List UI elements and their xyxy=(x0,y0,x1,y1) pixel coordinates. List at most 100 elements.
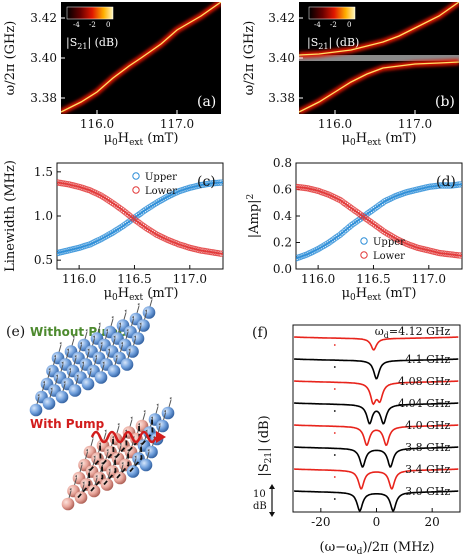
trace-line xyxy=(294,490,459,512)
data-point xyxy=(151,230,158,237)
trace-line xyxy=(294,402,459,425)
spin-arrow-head xyxy=(56,374,58,378)
panel-b-cb-tick: -2 xyxy=(330,21,337,29)
panel-b-colorbar xyxy=(308,6,356,20)
panel-c-xlabel: μ0Hext (mT) xyxy=(104,286,179,303)
y-tick-label: 3.40 xyxy=(30,51,57,65)
spin-arrow-head xyxy=(80,342,82,345)
legend-upper-label: Upper xyxy=(373,237,405,248)
data-point xyxy=(98,235,105,243)
panel-b-ylabel: ω/2π (GHz) xyxy=(242,21,257,96)
panel-f-trace-labels: ωd=4.12 GHz 4.1 GHz 4.08 GHz 4.04 GHz 4.0 GH… xyxy=(375,325,451,498)
trace-line xyxy=(294,446,459,468)
spin-arrow xyxy=(94,357,97,366)
spin-arrow-head xyxy=(119,322,121,326)
panel-b-heat xyxy=(299,2,459,114)
trace-dot xyxy=(333,432,336,434)
spin-arrow-head xyxy=(48,368,51,371)
spin-arrow xyxy=(81,484,85,492)
spin-arrow xyxy=(116,425,120,434)
panel-c-letter: (c) xyxy=(197,174,216,190)
spin-arrow xyxy=(68,370,71,379)
spin-arrow xyxy=(103,432,107,440)
data-point xyxy=(153,199,160,206)
spin-arrow-head xyxy=(134,455,137,459)
excitation-path xyxy=(103,432,128,486)
x-tick-label: 116.5 xyxy=(356,272,390,286)
spin-arrow xyxy=(62,383,66,392)
legend-lower-marker xyxy=(360,251,368,259)
with-pump-label: With Pump xyxy=(30,417,105,431)
panel-e-letter: (e) xyxy=(6,324,25,340)
spin-arrow-head xyxy=(75,475,77,478)
spin-arrow-head xyxy=(98,322,101,326)
trace-label: 3.4 GHz xyxy=(405,463,450,476)
x-tick-label: -20 xyxy=(311,515,330,529)
pump-band xyxy=(299,55,459,61)
data-point xyxy=(344,225,351,232)
spin-arrow xyxy=(94,477,98,486)
data-point xyxy=(103,232,110,240)
spin-arrow-head xyxy=(106,329,108,332)
spin-arrow-head xyxy=(156,403,159,407)
spin-arrow-head xyxy=(100,342,103,345)
trace-dot xyxy=(333,498,336,500)
spin-arrow-head xyxy=(164,410,166,413)
spin-arrow-head xyxy=(72,335,75,339)
panel-a-cb-label: |S21| (dB) xyxy=(66,36,118,51)
spin-arrow-head xyxy=(130,416,133,420)
spin-arrow xyxy=(92,458,96,466)
spin-arrow-head xyxy=(143,410,146,413)
trace-line xyxy=(294,468,459,490)
excitation-path xyxy=(90,438,115,492)
x-tick-label: 0 xyxy=(373,515,381,529)
fit-line xyxy=(57,181,223,254)
y-tick-label: 3.42 xyxy=(268,11,295,25)
spin-arrow xyxy=(99,344,103,353)
spin-arrow xyxy=(118,445,122,453)
spin-arrow xyxy=(71,338,75,346)
spin-arrow-head xyxy=(138,423,140,426)
spin-arrow xyxy=(84,331,88,340)
panel-b: 3.38 3.40 3.42 116.0 117.0 -4 -2 0 |S21| (dB… xyxy=(242,2,459,148)
panel-a-ylabel: ω/2π (GHz) xyxy=(3,21,18,96)
y-tick-label: 0.8 xyxy=(273,156,292,170)
legend-lower-label: Lower xyxy=(145,186,177,197)
spin-arrow-head xyxy=(158,423,161,426)
spin-arrow-head xyxy=(86,449,88,452)
spin-arrow xyxy=(136,305,140,314)
spin-arrow xyxy=(168,399,172,408)
spin-arrow xyxy=(68,490,72,499)
branch-line xyxy=(61,2,221,113)
spin-sphere xyxy=(161,406,175,420)
spin-arrow xyxy=(118,325,121,333)
spin-arrow-head xyxy=(117,423,120,426)
spin-arrow-head xyxy=(106,449,109,452)
data-point xyxy=(337,231,344,238)
spin-sphere xyxy=(137,319,150,332)
spin-arrow-head xyxy=(99,442,101,446)
spin-arrow-head xyxy=(76,374,79,378)
spin-arrow-head xyxy=(150,296,153,300)
spin-sphere xyxy=(145,445,158,459)
spin-arrow xyxy=(42,383,45,392)
spin-arrow-head xyxy=(145,309,147,313)
y-tick-label: 0.6 xyxy=(273,183,292,197)
spin-arrow-head xyxy=(113,335,116,339)
spin-arrow-head xyxy=(115,355,118,358)
fit-line xyxy=(296,186,462,257)
panel-a-heat xyxy=(61,2,221,114)
spin-arrow xyxy=(79,344,82,353)
panel-e: (e) Without Pump With Pump xyxy=(6,296,175,511)
spin-arrow-head xyxy=(87,348,90,352)
spin-arrow-head xyxy=(151,416,153,420)
x-tick-label: 116.0 xyxy=(80,117,114,131)
branch-line xyxy=(299,61,459,113)
spin-arrow xyxy=(74,477,77,486)
spin-arrow-head xyxy=(82,361,84,365)
spin-sphere xyxy=(126,345,139,358)
spin-sphere xyxy=(94,371,108,384)
spin-arrow-head xyxy=(80,462,83,465)
spin-sphere-excited xyxy=(87,484,101,498)
